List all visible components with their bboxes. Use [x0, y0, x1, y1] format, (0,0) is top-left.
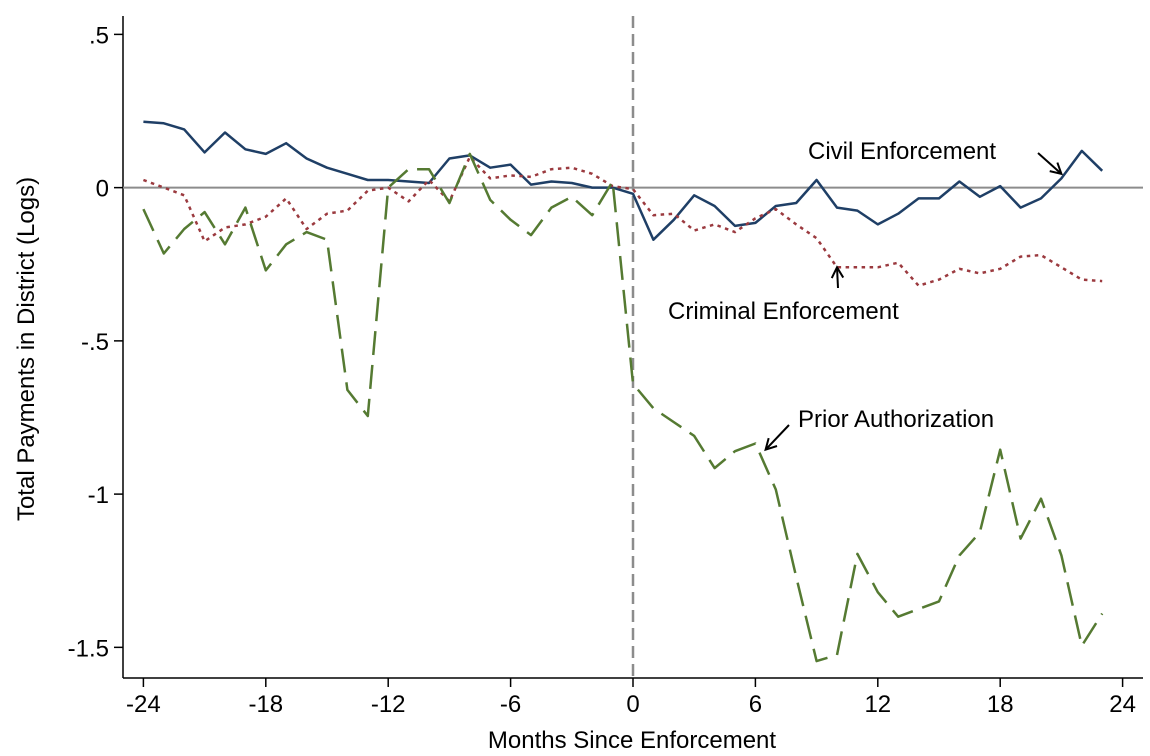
x-tick-label: 0 [626, 691, 639, 718]
prior-authorization-line [142, 152, 1104, 663]
x-tick-label: -24 [126, 691, 161, 718]
y-axis-title: Total Payments in District (Logs) [13, 177, 40, 521]
civil-enforcement-line [143, 120, 1104, 241]
y-tick-label: -.5 [81, 329, 109, 356]
y-tick-label: -1 [88, 482, 109, 509]
x-tick-label: -12 [371, 691, 406, 718]
civil-enforcement-label: Civil Enforcement [808, 138, 996, 165]
axes: -24 -18 -12 -6 0 6 12 18 24 .5 0 -.5 -1 -1.5 [68, 16, 1143, 718]
criminal-enforcement-line [142, 155, 1103, 287]
x-tick-label: 12 [864, 691, 891, 718]
x-tick-label: 24 [1109, 691, 1136, 718]
x-axis-title: Months Since Enforcement [488, 727, 776, 754]
criminal-enforcement-arrow [830, 265, 845, 289]
prior-authorization-label: Prior Authorization [798, 406, 994, 433]
y-tick-label: .5 [89, 22, 109, 49]
y-tick-label: 0 [96, 176, 109, 203]
series-layer [142, 120, 1104, 663]
y-tick-label: -1.5 [68, 635, 109, 662]
criminal-enforcement-label: Criminal Enforcement [668, 298, 899, 325]
annotation-layer: Civil Enforcement Criminal Enforcement P… [668, 138, 1063, 452]
x-tick-label: 18 [987, 691, 1014, 718]
x-tick-label: -6 [500, 691, 521, 718]
civil-enforcement-arrow [1037, 152, 1063, 176]
x-tick-label: 6 [749, 691, 762, 718]
reference-lines [123, 16, 1143, 678]
prior-authorization-arrow [764, 424, 790, 452]
x-tick-label: -18 [248, 691, 283, 718]
